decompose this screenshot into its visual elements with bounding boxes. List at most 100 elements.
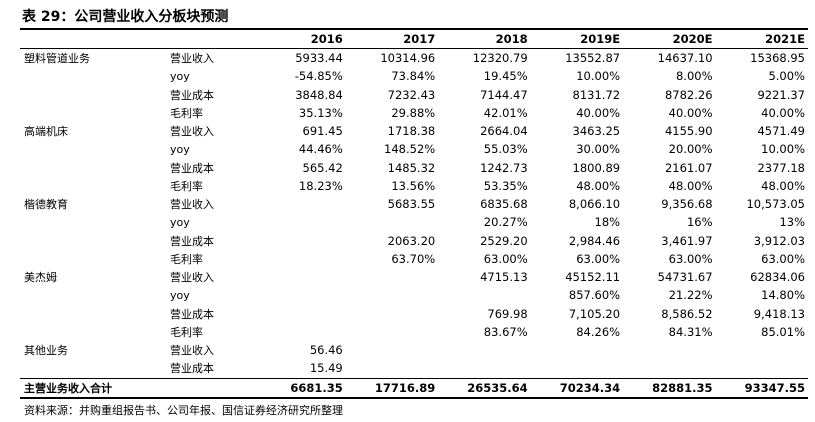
metric-cell: yoy bbox=[170, 215, 190, 229]
metric-cell: yoy bbox=[170, 142, 190, 156]
metric-cell: 营业成本 bbox=[170, 88, 214, 102]
value-cell: 3848.84 bbox=[295, 87, 343, 102]
value-cell: 73.84% bbox=[391, 69, 436, 84]
segment-cell bbox=[20, 159, 170, 177]
table-row: yoy 44.46% 148.52% 55.03% 30.00% 20.00% 10.00% bbox=[20, 140, 808, 158]
table-row: yoy 20.27% 18% 16% 13% bbox=[20, 213, 808, 231]
value-cell bbox=[346, 213, 438, 231]
value-cell: 8,586.52 bbox=[661, 306, 713, 321]
metric-cell: yoy bbox=[170, 69, 190, 83]
value-cell: 6835.68 bbox=[480, 197, 528, 212]
value-cell: 19.45% bbox=[483, 69, 528, 84]
segment-cell: 高端机床 bbox=[24, 125, 68, 139]
value-cell: 2063.20 bbox=[387, 233, 436, 248]
metric-cell: 毛利率 bbox=[170, 252, 203, 266]
value-cell: 857.60% bbox=[568, 288, 621, 303]
value-cell: 63.00% bbox=[576, 251, 621, 266]
table-row: 楷德教育 营业收入 5683.55 6835.68 8,066.10 9,356.68 10… bbox=[20, 195, 808, 213]
value-cell: 48.00% bbox=[668, 178, 713, 193]
metric-cell bbox=[170, 377, 265, 399]
value-cell: 4715.13 bbox=[480, 270, 528, 285]
table-row: yoy -54.85% 73.84% 19.45% 10.00% 8.00% 5.00% bbox=[20, 67, 808, 85]
segment-cell: 主营业务收入合计 bbox=[20, 377, 170, 399]
segment-cell: 楷德教育 bbox=[24, 198, 68, 212]
value-cell: 15368.95 bbox=[750, 51, 805, 66]
value-cell: 48.00% bbox=[761, 178, 805, 193]
value-cell: 55.03% bbox=[483, 142, 528, 157]
value-cell: 54731.67 bbox=[657, 270, 713, 285]
column-header: 2016 bbox=[265, 28, 346, 49]
value-cell bbox=[265, 195, 346, 213]
value-cell: 30.00% bbox=[576, 142, 621, 157]
value-cell: 13% bbox=[779, 215, 805, 230]
value-cell: 6681.35 bbox=[265, 377, 346, 399]
table-row: 美杰姆 营业收入 4715.13 45152.11 54731.67 62834.06 bbox=[20, 268, 808, 286]
value-cell: 5.00% bbox=[768, 69, 805, 84]
value-cell: 10314.96 bbox=[380, 51, 436, 66]
value-cell bbox=[346, 359, 438, 378]
value-cell: 1242.73 bbox=[480, 160, 528, 175]
table-body: 塑料管道业务 营业收入 5933.44 10314.96 12320.79 13552.8… bbox=[20, 49, 808, 399]
value-cell: 14.80% bbox=[761, 288, 805, 303]
table-row: 毛利率 83.67% 84.26% 84.31% 85.01% bbox=[20, 323, 808, 341]
metric-cell: 营业收入 bbox=[170, 271, 214, 285]
value-cell: 56.46 bbox=[309, 343, 343, 358]
table-row: 毛利率 63.70% 63.00% 63.00% 63.00% 63.00% bbox=[20, 250, 808, 268]
total-row: 主营业务收入合计 6681.35 17716.89 26535.64 70234.34 8… bbox=[20, 377, 808, 399]
value-cell bbox=[346, 268, 438, 286]
value-cell: 9,418.13 bbox=[753, 306, 805, 321]
value-cell: 3,912.03 bbox=[753, 233, 805, 248]
value-cell: 8782.26 bbox=[664, 87, 713, 102]
value-cell: 2664.04 bbox=[480, 124, 528, 139]
value-cell bbox=[531, 341, 623, 359]
metric-cell: 营业成本 bbox=[170, 234, 214, 248]
segment-cell bbox=[20, 286, 170, 304]
value-cell bbox=[716, 359, 808, 378]
value-cell: 3463.25 bbox=[572, 124, 621, 139]
metric-cell: 营业成本 bbox=[170, 362, 214, 376]
value-cell: 15.49 bbox=[309, 361, 343, 376]
metric-cell: 毛利率 bbox=[170, 179, 203, 193]
table-row: 营业成本 769.98 7,105.20 8,586.52 9,418.13 bbox=[20, 305, 808, 323]
value-cell: 5683.55 bbox=[387, 197, 436, 212]
value-cell bbox=[265, 268, 346, 286]
segment-cell bbox=[20, 177, 170, 195]
value-cell: 48.00% bbox=[576, 178, 621, 193]
value-cell: 62834.06 bbox=[750, 270, 805, 285]
value-cell bbox=[346, 305, 438, 323]
value-cell: 83.67% bbox=[483, 324, 528, 339]
column-header: 2021E bbox=[715, 28, 808, 49]
value-cell: 29.88% bbox=[391, 105, 436, 120]
value-cell: 769.98 bbox=[487, 306, 528, 321]
value-cell: 4571.49 bbox=[757, 124, 805, 139]
value-cell: 1718.38 bbox=[387, 124, 436, 139]
value-cell: 40.00% bbox=[576, 105, 621, 120]
value-cell: 5933.44 bbox=[295, 51, 343, 66]
metric-cell: 营业成本 bbox=[170, 161, 214, 175]
value-cell: 10,573.05 bbox=[746, 197, 805, 212]
value-cell bbox=[531, 359, 623, 378]
value-cell: 4155.90 bbox=[664, 124, 713, 139]
value-cell bbox=[346, 286, 438, 304]
value-cell: 2529.20 bbox=[480, 233, 528, 248]
column-header: 2017 bbox=[345, 28, 439, 49]
value-cell: 16% bbox=[686, 215, 713, 230]
value-cell bbox=[265, 305, 346, 323]
value-cell: 9,356.68 bbox=[661, 197, 713, 212]
value-cell: 7,105.20 bbox=[568, 306, 621, 321]
value-cell: 40.00% bbox=[761, 105, 805, 120]
value-cell bbox=[438, 359, 530, 378]
value-cell: 42.01% bbox=[483, 105, 528, 120]
value-cell bbox=[265, 286, 346, 304]
value-cell: 8.00% bbox=[675, 69, 713, 84]
value-cell: 20.00% bbox=[668, 142, 713, 157]
value-cell: 2,984.46 bbox=[568, 233, 621, 248]
value-cell bbox=[716, 341, 808, 359]
segment-cell bbox=[20, 323, 170, 341]
value-cell: 21.22% bbox=[668, 288, 713, 303]
metric-cell: yoy bbox=[170, 288, 190, 302]
metric-cell: 营业成本 bbox=[170, 307, 214, 321]
value-cell: 93347.55 bbox=[715, 377, 808, 399]
value-cell bbox=[623, 359, 715, 378]
value-cell: -54.85% bbox=[294, 69, 343, 84]
